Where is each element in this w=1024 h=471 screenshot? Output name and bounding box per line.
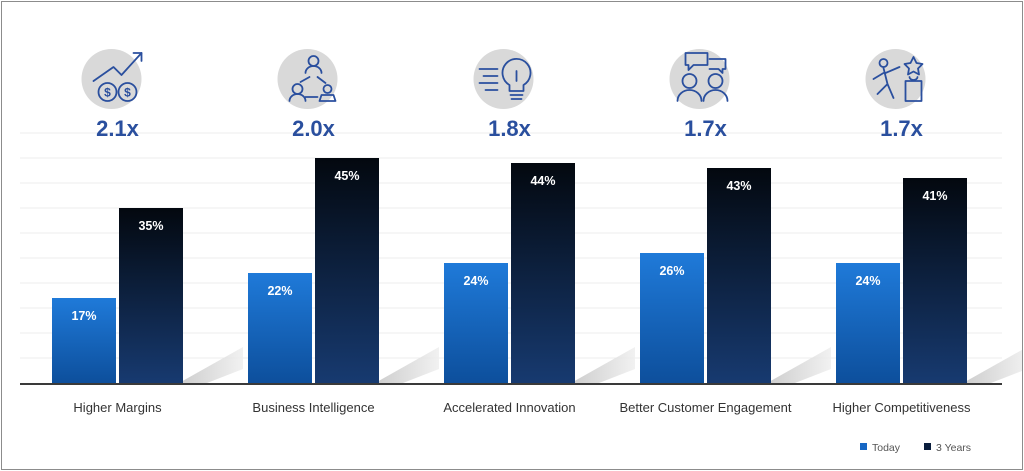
value-label-today: 17%: [71, 309, 96, 323]
legend-label-3-years: 3 Years: [936, 442, 971, 454]
svg-text:$: $: [124, 86, 131, 100]
value-label-3-years: 35%: [138, 219, 163, 233]
value-label-today: 26%: [659, 264, 684, 278]
bar-shadow: [179, 347, 243, 383]
bar-today: [836, 263, 900, 383]
team-network-icon: [277, 49, 338, 109]
bar-3-years: [903, 178, 967, 383]
bar-3-years: [707, 168, 771, 383]
value-label-3-years: 44%: [530, 174, 555, 188]
discussion-people-icon: [669, 49, 730, 109]
multiplier-label: 2.1x: [96, 116, 140, 141]
legend-label-today: Today: [872, 442, 901, 454]
bar-3-years: [511, 163, 575, 383]
value-label-today: 24%: [463, 274, 488, 288]
bar-shadow: [963, 349, 1022, 383]
multiplier-label: 1.8x: [488, 116, 532, 141]
bar-today: [52, 298, 116, 383]
multiplier-label: 2.0x: [292, 116, 336, 141]
bar-shadow: [571, 347, 635, 383]
value-label-3-years: 41%: [922, 189, 947, 203]
winner-trophy-icon: [865, 49, 926, 109]
multiplier-label: 1.7x: [684, 116, 728, 141]
bar-shadow: [375, 347, 439, 383]
bar-today: [444, 263, 508, 383]
money-growth-icon: $ $: [81, 49, 143, 109]
bar-3-years: [119, 208, 183, 383]
value-label-today: 22%: [267, 284, 292, 298]
legend-swatch-today: [860, 443, 867, 450]
legend-swatch-3-years: [924, 443, 931, 450]
category-label: Business Intelligence: [252, 400, 374, 415]
multiplier-label: 1.7x: [880, 116, 924, 141]
bar-today: [640, 253, 704, 383]
category-label: Higher Margins: [73, 400, 162, 415]
category-label: Accelerated Innovation: [443, 400, 575, 415]
value-label-3-years: 43%: [726, 179, 751, 193]
category-label: Better Customer Engagement: [620, 400, 792, 415]
bar-shadow: [767, 347, 831, 383]
svg-text:$: $: [104, 86, 111, 100]
lightbulb-idea-icon: [473, 49, 534, 109]
bar-3-years: [315, 158, 379, 383]
value-label-3-years: 45%: [334, 169, 359, 183]
bar-today: [248, 273, 312, 383]
category-label: Higher Competitiveness: [832, 400, 971, 415]
value-label-today: 24%: [855, 274, 880, 288]
